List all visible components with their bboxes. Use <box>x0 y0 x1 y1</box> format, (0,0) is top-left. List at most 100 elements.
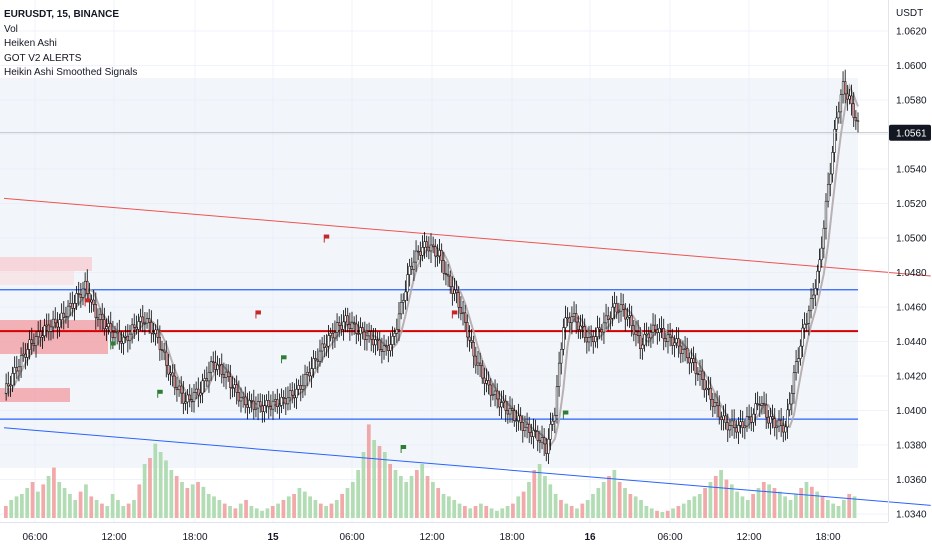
candle-body <box>592 336 595 343</box>
volume-bar <box>601 482 606 518</box>
candle-body <box>352 322 356 325</box>
volume-bar <box>495 510 499 518</box>
volume-bar <box>36 491 40 518</box>
time-axis[interactable]: 06:00 12:00 18:00 15 06:00 12:00 18:00 16 06:00 1… <box>0 522 888 544</box>
candle-body <box>508 408 512 415</box>
candle-body <box>658 328 661 333</box>
volume-bar <box>548 484 553 518</box>
candle-body <box>254 407 258 410</box>
candle-body <box>103 319 106 330</box>
range-zone <box>0 78 858 468</box>
volume-bar <box>655 510 659 518</box>
time-tick-label: 12:00 <box>736 532 761 543</box>
candle-body <box>786 409 789 428</box>
candle-body <box>607 315 610 320</box>
legend-indicator-got-alerts[interactable]: GOT V2 ALERTS <box>4 52 82 64</box>
price-tick-label: 1.0360 <box>896 475 927 486</box>
candle-body <box>577 321 580 331</box>
candle-body <box>489 384 492 396</box>
candle-body <box>116 331 119 334</box>
volume-bar <box>260 510 264 518</box>
candle-body <box>628 315 631 318</box>
volume-bar <box>751 494 755 518</box>
time-tick-label: 06:00 <box>22 532 47 543</box>
candle-body <box>98 313 102 320</box>
time-tick-label: 12:00 <box>101 532 126 543</box>
volume-bar <box>671 508 675 518</box>
volume-bar <box>52 467 56 518</box>
volume-bar <box>708 482 713 518</box>
candle-body <box>615 303 618 313</box>
candle-body <box>288 390 292 399</box>
candle-body <box>171 372 174 377</box>
legend-indicator-smoothed-signals[interactable]: Heikin Ashi Smoothed Signals <box>4 67 138 78</box>
volume-bar <box>100 503 104 518</box>
volume-bar <box>324 506 328 518</box>
candle-body <box>188 394 191 400</box>
volume-bar <box>276 503 280 518</box>
candle-body <box>186 394 189 403</box>
volume-bar <box>452 500 457 518</box>
volume-bar <box>436 488 441 518</box>
candle-body <box>444 273 448 275</box>
candle-body <box>472 342 475 357</box>
volume-bar <box>281 500 286 518</box>
candle-body <box>96 317 100 320</box>
candle-body <box>504 400 507 411</box>
candle-body <box>316 359 319 362</box>
candle-body <box>118 331 121 342</box>
candle-body <box>824 200 828 229</box>
candle-body <box>359 327 362 335</box>
candle-body <box>517 415 520 421</box>
candle-body <box>470 340 473 343</box>
candle-body <box>478 362 482 366</box>
volume-bar <box>334 500 339 518</box>
candle-body <box>126 335 129 341</box>
volume-bar <box>238 503 243 518</box>
volume-bar <box>585 500 590 518</box>
candle-body <box>664 338 668 342</box>
candle-body <box>259 401 262 407</box>
price-axis[interactable]: USDT1.06201.06001.05801.05601.05401.0520… <box>888 0 928 522</box>
candle-body <box>47 324 50 332</box>
candle-body <box>239 397 243 402</box>
candle-body <box>423 241 426 248</box>
candle-body <box>267 400 270 407</box>
candle-body <box>812 294 815 299</box>
legend-symbol[interactable]: EURUSDT, 15, BINANCE <box>4 9 120 20</box>
candle-body <box>438 250 441 257</box>
volume-bar <box>735 491 739 518</box>
candle-body <box>496 390 499 400</box>
volume-bar <box>46 476 51 518</box>
candle-body <box>703 379 706 391</box>
volume-bar <box>820 496 825 518</box>
volume-bar <box>137 484 142 518</box>
candle-body <box>284 398 287 405</box>
price-tick-label: 1.0380 <box>896 441 927 452</box>
candle-body <box>141 316 144 324</box>
volume-bar <box>116 500 120 518</box>
resistance-box <box>0 271 74 285</box>
legend-indicator-heiken-ashi[interactable]: Heiken Ashi <box>4 38 57 49</box>
volume-bar <box>148 458 152 518</box>
candle-body <box>237 392 240 402</box>
candle-body <box>459 307 463 314</box>
candle-body <box>572 313 576 317</box>
volume-bar <box>697 494 702 518</box>
volume-bar <box>447 496 451 518</box>
candle-body <box>73 303 76 309</box>
volume-bar <box>409 476 414 518</box>
volume-bar <box>78 491 83 518</box>
volume-bar <box>831 503 836 518</box>
volume-bar <box>297 488 302 518</box>
candle-body <box>180 385 183 394</box>
candle-body <box>491 394 495 396</box>
trend-lines[interactable] <box>3 197 931 506</box>
volume-bar <box>265 508 270 518</box>
candle-body <box>536 430 539 441</box>
volume-bar <box>25 488 30 518</box>
candle-body <box>291 390 294 396</box>
legend-indicator-vol[interactable]: Vol <box>4 23 18 35</box>
